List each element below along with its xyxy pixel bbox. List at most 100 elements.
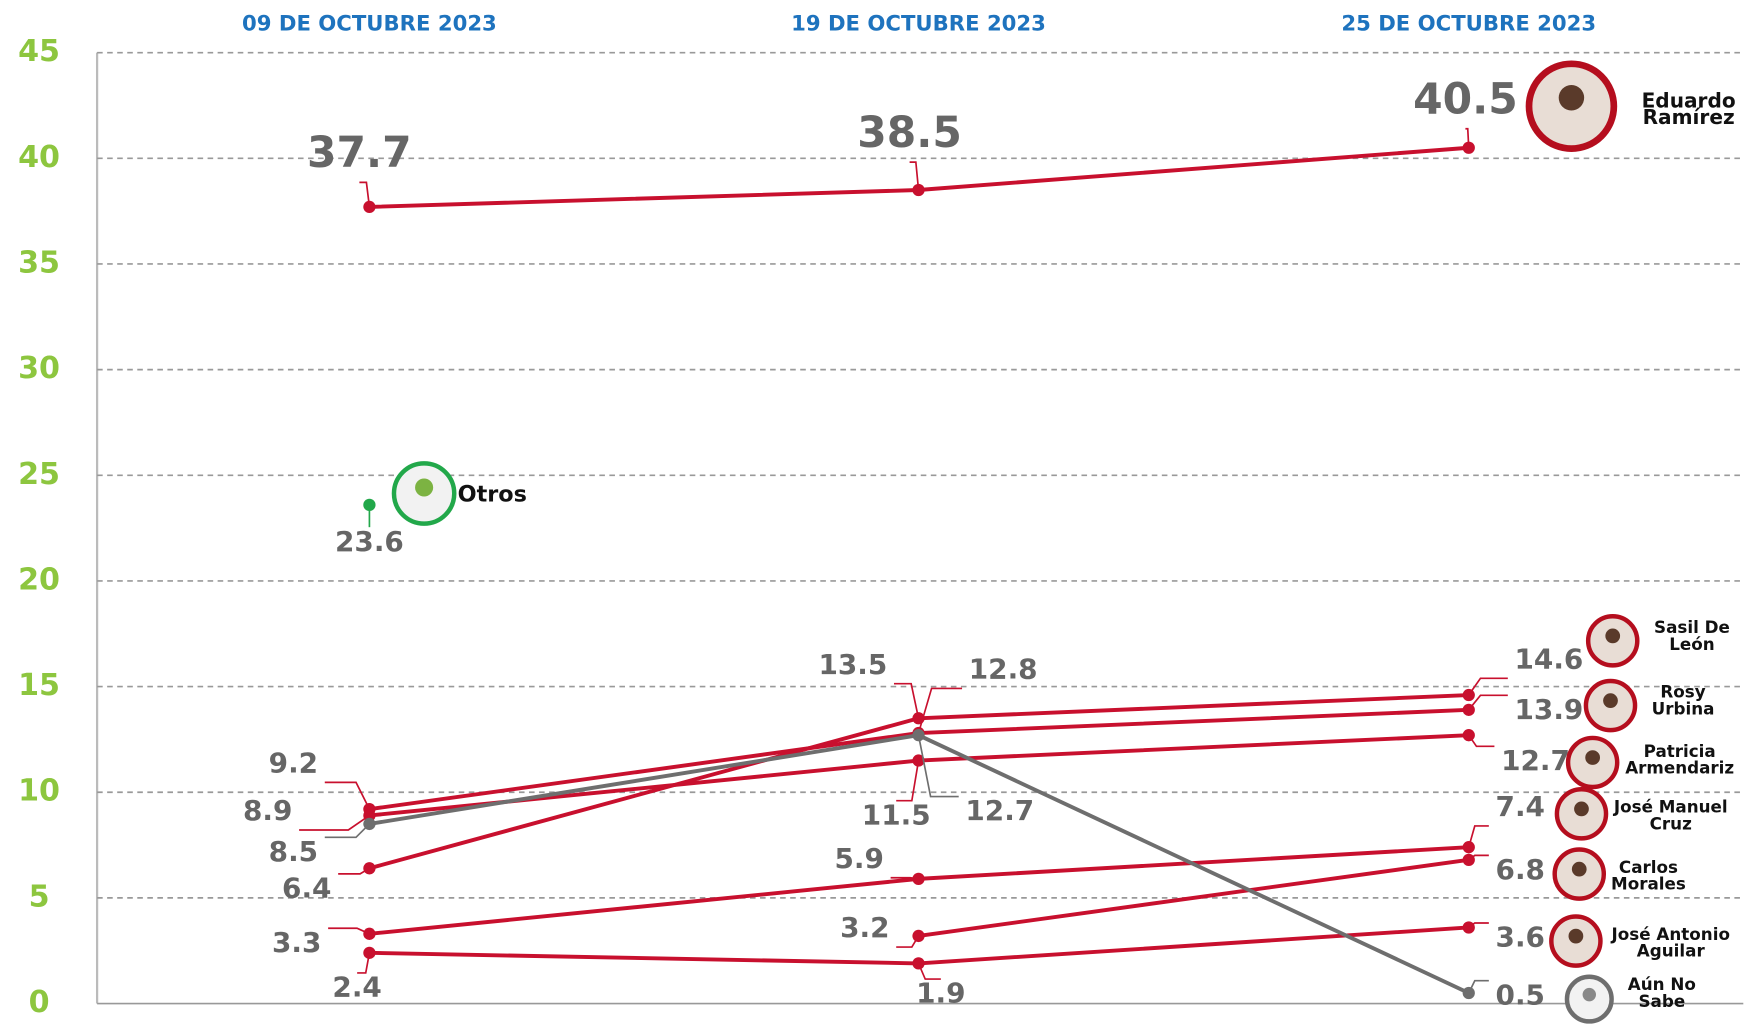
avatar-head [1585, 750, 1600, 765]
leader-line [299, 814, 370, 831]
legend-label-box: José Antonio Aguilar [1611, 924, 1730, 962]
leader-line [1468, 677, 1508, 696]
point [1462, 841, 1475, 854]
point [363, 498, 376, 511]
value-label: 2.4 [332, 971, 381, 1004]
point [1462, 853, 1475, 866]
value-label: 38.5 [857, 109, 962, 158]
avatar-head [1568, 928, 1584, 944]
avatar-head [1603, 693, 1618, 709]
point [912, 729, 925, 742]
legend-label-box: Eduardo Ramírez [1641, 89, 1736, 130]
y-tick-label: 15 [18, 668, 60, 703]
legend-label: José Antonio Aguilar [1611, 924, 1730, 962]
y-tick-label: 40 [18, 140, 60, 175]
leader-line [324, 781, 371, 810]
value-label: 3.2 [840, 911, 889, 944]
y-tick-label: 25 [18, 457, 60, 492]
value-label: 11.5 [862, 798, 931, 831]
x-tick-label: 19 DE OCTUBRE 2023 [791, 11, 1046, 36]
leader-line [1465, 127, 1470, 148]
legend-label-box: Otros [457, 479, 527, 507]
avatar-head [1571, 861, 1587, 877]
point [363, 927, 376, 940]
legend-label-box: Patricia Armendariz [1625, 741, 1735, 779]
point [1462, 729, 1475, 742]
avatar-head [1558, 85, 1585, 111]
value-label: 13.5 [818, 648, 887, 681]
value-label: 0.5 [1496, 978, 1545, 1011]
x-tick-label: 25 DE OCTUBRE 2023 [1341, 11, 1596, 36]
point [912, 929, 925, 943]
y-tick-label: 0 [29, 985, 50, 1020]
x-tick-label: 09 DE OCTUBRE 2023 [242, 11, 497, 36]
point [912, 957, 925, 970]
point [912, 872, 925, 886]
legend-label: Otros [457, 479, 527, 507]
value-label: 6.8 [1496, 853, 1545, 886]
y-tick-label: 20 [18, 562, 60, 597]
leader-line [324, 823, 371, 839]
value-label: 40.5 [1413, 75, 1518, 124]
point [1462, 921, 1475, 934]
legend-label-box: Aún No Sabe [1627, 974, 1696, 1012]
leader-line [917, 735, 959, 798]
y-tick-label: 30 [18, 351, 60, 386]
avatar-head [1605, 628, 1621, 644]
point [1462, 986, 1475, 1000]
point [363, 200, 376, 214]
legend-label-box: Sasil De León [1654, 617, 1730, 655]
legend-label: Rosy Urbina [1651, 682, 1715, 719]
value-label: 8.9 [243, 794, 292, 827]
point [1462, 688, 1475, 702]
value-label: 12.7 [965, 794, 1034, 827]
leader-line [917, 687, 963, 734]
value-label: 3.6 [1496, 921, 1545, 954]
value-label: 23.6 [335, 525, 404, 558]
point [363, 809, 376, 822]
series-line [369, 845, 1469, 936]
leader-line [896, 760, 920, 802]
point [363, 946, 376, 959]
value-label: 5.9 [835, 842, 884, 875]
y-tick-label: 10 [18, 774, 60, 809]
value-label: 14.6 [1515, 642, 1584, 675]
legend-label: Aún No Sabe [1627, 974, 1696, 1012]
leader-line [359, 181, 371, 208]
value-label: 12.8 [969, 653, 1038, 686]
legend-label: Sasil De León [1654, 617, 1730, 655]
point [363, 862, 376, 875]
y-tick-label: 35 [18, 245, 60, 280]
value-label: 3.3 [272, 926, 321, 959]
legend-label: Eduardo Ramírez [1641, 89, 1736, 130]
value-label: 37.7 [307, 129, 412, 178]
leader-line [328, 927, 370, 935]
legend-label: Carlos Morales [1611, 857, 1686, 895]
avatar-head [1582, 987, 1596, 1002]
value-label: 7.4 [1496, 790, 1545, 823]
point [1462, 703, 1475, 716]
y-tick-label: 5 [29, 879, 50, 914]
series-line [918, 857, 1470, 938]
point [363, 817, 376, 831]
leader-line [1467, 825, 1489, 848]
value-label: 1.9 [916, 977, 965, 1010]
value-label: 9.2 [269, 747, 318, 780]
value-label: 8.5 [269, 835, 318, 868]
point [912, 754, 925, 767]
legend-label: Patricia Armendariz [1625, 741, 1735, 779]
avatar-head [415, 478, 434, 497]
legend-label-box: José Manuel Cruz [1613, 797, 1728, 834]
legend-label-box: Rosy Urbina [1651, 682, 1715, 719]
avatar-head [1574, 801, 1589, 817]
y-tick-label: 45 [18, 34, 60, 69]
leader-line [357, 952, 371, 974]
value-label: 12.7 [1501, 744, 1570, 777]
legend-label: José Manuel Cruz [1613, 797, 1728, 834]
leader-line [893, 682, 920, 719]
point [912, 183, 925, 197]
point [1462, 141, 1475, 154]
value-label: 13.9 [1515, 693, 1584, 726]
leader-line [1468, 694, 1508, 711]
